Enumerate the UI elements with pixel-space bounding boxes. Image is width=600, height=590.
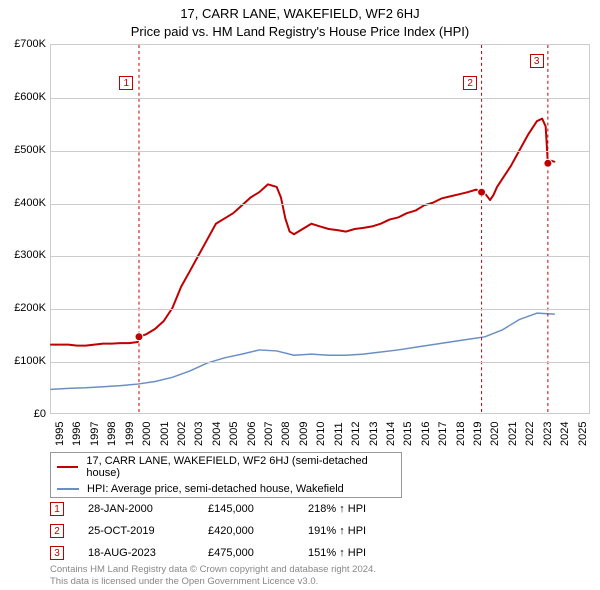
x-axis-label: 2019 (472, 422, 484, 446)
footnote-line1: Contains HM Land Registry data © Crown c… (50, 564, 376, 576)
sales-row-date: 25-OCT-2019 (88, 525, 208, 537)
sales-row-price: £145,000 (208, 503, 308, 515)
gridline (51, 309, 589, 310)
x-axis-label: 2009 (298, 422, 310, 446)
x-axis-label: 2020 (489, 422, 501, 446)
x-axis-label: 2003 (193, 422, 205, 446)
x-axis-label: 2001 (159, 422, 171, 446)
sales-row-pct: 151% ↑ HPI (308, 547, 428, 559)
legend-item: HPI: Average price, semi-detached house,… (51, 481, 401, 497)
legend-label: 17, CARR LANE, WAKEFIELD, WF2 6HJ (semi-… (86, 455, 395, 479)
chart-title-sub: Price paid vs. HM Land Registry's House … (0, 24, 600, 39)
x-axis-label: 2000 (141, 422, 153, 446)
sales-row: 3 18-AUG-2023£475,000151% ↑ HPI (50, 542, 428, 564)
sale-marker-box: 3 (530, 54, 544, 68)
x-axis-label: 1999 (124, 422, 136, 446)
chart-container: 17, CARR LANE, WAKEFIELD, WF2 6HJ Price … (0, 0, 600, 590)
x-axis-label: 2007 (263, 422, 275, 446)
footnote: Contains HM Land Registry data © Crown c… (50, 564, 376, 588)
x-axis-label: 2010 (315, 422, 327, 446)
y-axis-label: £100K (0, 355, 46, 367)
sales-row: 2 25-OCT-2019£420,000191% ↑ HPI (50, 520, 428, 542)
x-axis-label: 2012 (350, 422, 362, 446)
sales-row-price: £420,000 (208, 525, 308, 537)
sale-marker-dot (135, 333, 143, 341)
gridline (51, 151, 589, 152)
legend-swatch (57, 488, 79, 490)
sales-row-index: 3 (50, 546, 64, 560)
footnote-line2: This data is licensed under the Open Gov… (50, 576, 376, 588)
sale-marker-dot (478, 188, 486, 196)
x-axis-label: 2017 (437, 422, 449, 446)
x-axis-label: 2015 (402, 422, 414, 446)
sales-row-index: 1 (50, 502, 64, 516)
x-axis-label: 2011 (333, 422, 345, 446)
x-axis-label: 2004 (211, 422, 223, 446)
plot-svg (51, 45, 589, 413)
sales-row: 1 28-JAN-2000£145,000218% ↑ HPI (50, 498, 428, 520)
x-axis-label: 2021 (507, 422, 519, 446)
sales-row-date: 18-AUG-2023 (88, 547, 208, 559)
x-axis-label: 2024 (559, 422, 571, 446)
sales-table: 1 28-JAN-2000£145,000218% ↑ HPI 2 25-OCT-20… (50, 498, 428, 564)
legend-item: 17, CARR LANE, WAKEFIELD, WF2 6HJ (semi-… (51, 453, 401, 481)
sales-row-date: 28-JAN-2000 (88, 503, 208, 515)
gridline (51, 256, 589, 257)
plot-area: 1 2 3 (50, 44, 590, 414)
x-axis-label: 2018 (455, 422, 467, 446)
y-axis-label: £600K (0, 91, 46, 103)
x-axis-label: 2023 (542, 422, 554, 446)
series-line (51, 313, 554, 389)
chart-title-address: 17, CARR LANE, WAKEFIELD, WF2 6HJ (0, 6, 600, 21)
x-axis-label: 2002 (176, 422, 188, 446)
series-line (51, 119, 554, 346)
x-axis-label: 2008 (280, 422, 292, 446)
x-axis-label: 1995 (54, 422, 66, 446)
y-axis-label: £500K (0, 144, 46, 156)
legend-label: HPI: Average price, semi-detached house,… (87, 483, 344, 495)
y-axis-label: £700K (0, 38, 46, 50)
sales-row-pct: 191% ↑ HPI (308, 525, 428, 537)
sales-row-pct: 218% ↑ HPI (308, 503, 428, 515)
x-axis-label: 1997 (89, 422, 101, 446)
x-axis-label: 2016 (420, 422, 432, 446)
sale-marker-box: 2 (463, 76, 477, 90)
y-axis-label: £200K (0, 302, 46, 314)
x-axis-label: 2013 (368, 422, 380, 446)
sales-row-price: £475,000 (208, 547, 308, 559)
sale-marker-dot (544, 159, 552, 167)
x-axis-label: 1998 (106, 422, 118, 446)
x-axis-label: 1996 (71, 422, 83, 446)
legend: 17, CARR LANE, WAKEFIELD, WF2 6HJ (semi-… (50, 452, 402, 498)
sales-row-index: 2 (50, 524, 64, 538)
x-axis-label: 2025 (577, 422, 589, 446)
x-axis-label: 2014 (385, 422, 397, 446)
sale-marker-box: 1 (119, 76, 133, 90)
gridline (51, 98, 589, 99)
y-axis-label: £400K (0, 197, 46, 209)
legend-swatch (57, 466, 78, 468)
y-axis-label: £300K (0, 249, 46, 261)
x-axis-label: 2005 (228, 422, 240, 446)
gridline (51, 204, 589, 205)
gridline (51, 362, 589, 363)
x-axis-label: 2022 (524, 422, 536, 446)
y-axis-label: £0 (0, 408, 46, 420)
x-axis-label: 2006 (246, 422, 258, 446)
